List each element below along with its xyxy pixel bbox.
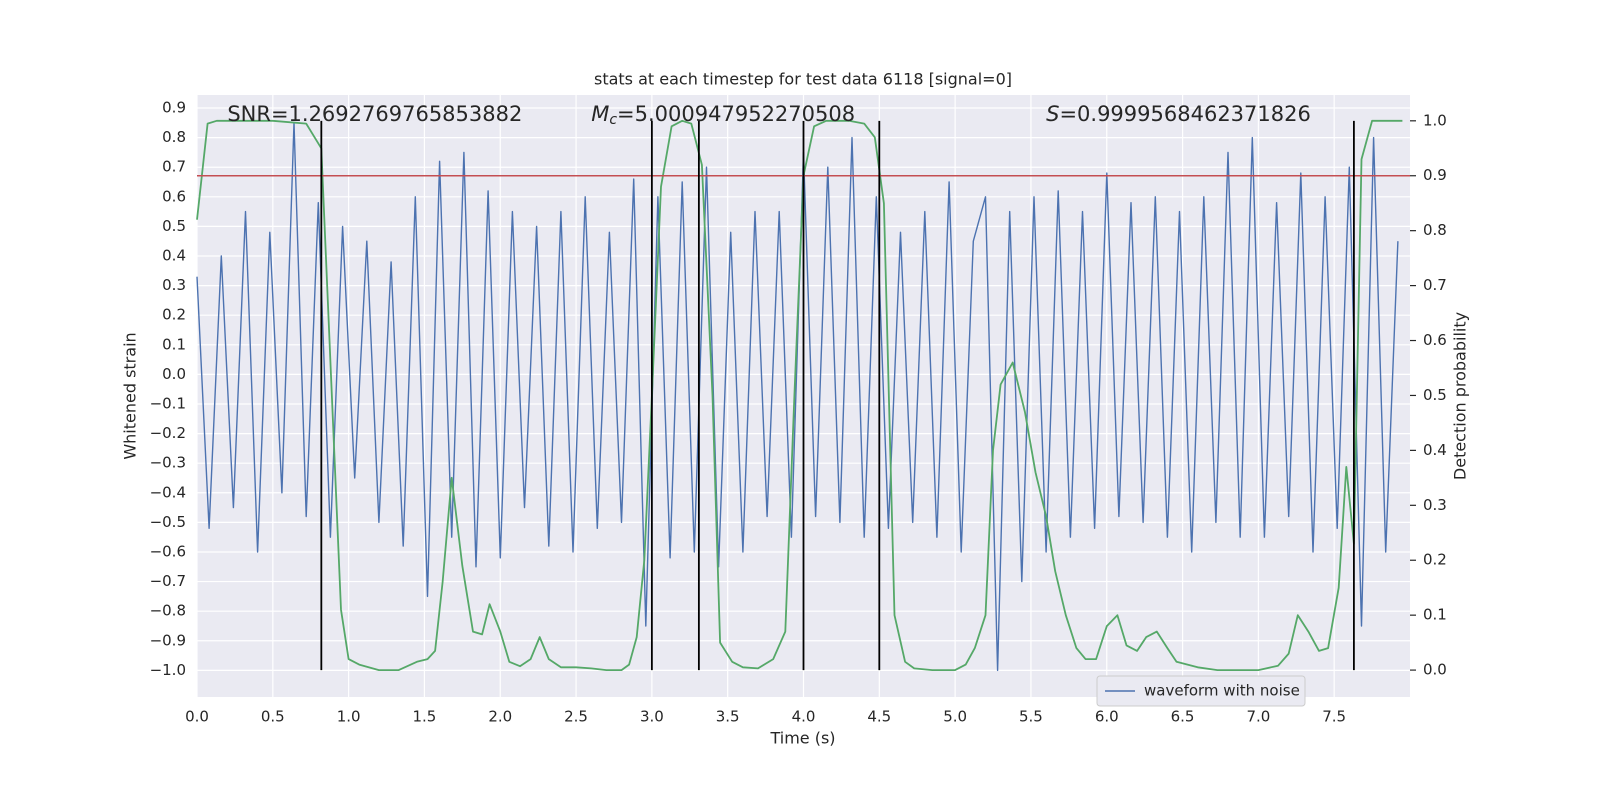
y2-tick-label: 0.0 — [1423, 661, 1447, 679]
y-tick-label: −0.8 — [150, 602, 186, 620]
series-line — [196, 122, 1399, 672]
annotation-symbol: S — [1046, 102, 1059, 126]
x-tick-label: 5.0 — [943, 708, 967, 726]
y2-tick-label: 0.8 — [1423, 221, 1447, 239]
chart-title: stats at each timestep for test data 611… — [594, 70, 1012, 89]
x-tick-label: 1.5 — [413, 708, 437, 726]
annotation: S=0.9999568462371826 — [1046, 102, 1311, 126]
y-tick-label: −0.3 — [150, 454, 186, 472]
x-tick-label: 1.0 — [337, 708, 361, 726]
y-tick-label: 0.8 — [162, 128, 186, 146]
x-tick-label: 2.5 — [564, 708, 588, 726]
legend-box — [1096, 675, 1306, 707]
y2-tick-label: 1.0 — [1423, 111, 1447, 129]
y-tick-label: 0.7 — [162, 158, 186, 176]
y2-tick-label: 0.6 — [1423, 331, 1447, 349]
x-tick-label: 6.5 — [1171, 708, 1195, 726]
x-tick-label: 6.0 — [1095, 708, 1119, 726]
y-tick-label: −1.0 — [150, 661, 186, 679]
y2-tick-label: 0.2 — [1423, 551, 1447, 569]
y2-tick-label: 0.1 — [1423, 606, 1447, 624]
x-tick-label: 0.5 — [261, 708, 285, 726]
y2-tick-label: 0.4 — [1423, 441, 1447, 459]
y-tick-label: −0.7 — [150, 572, 186, 590]
annotation: SNR=1.2692769765853882 — [227, 102, 522, 126]
series-line — [196, 119, 1403, 671]
y-tick-label: 0.4 — [162, 247, 186, 265]
x-tick-label: 4.0 — [792, 708, 816, 726]
annotation-text: =0.9999568462371826 — [1059, 102, 1310, 126]
annotation: Mc=5.000947952270508 — [591, 102, 855, 128]
y-tick-label: 0.9 — [162, 99, 186, 117]
x-tick-label: 3.5 — [716, 708, 740, 726]
y-tick-label: 0.0 — [162, 365, 186, 383]
labels: 0.0 0.5 1.0 1.5 2.0 2.5 3.0 3.5 4.0 4.5 5.0 5.5 6.0 6… — [150, 99, 1447, 726]
y-tick-label: −0.6 — [150, 542, 186, 560]
x-tick-label: 7.5 — [1322, 708, 1346, 726]
y-tick-label: 0.6 — [162, 187, 186, 205]
annotation-text: =5.000947952270508 — [617, 102, 855, 126]
y-axis-label: Whitened strain — [121, 332, 140, 459]
annotation-text: SNR=1.2692769765853882 — [227, 102, 522, 126]
y2-axis-label: Detection probability — [1451, 312, 1470, 480]
x-tick-label: 5.5 — [1019, 708, 1043, 726]
annotation-subscript: c — [609, 112, 617, 128]
annotation-symbol: M — [591, 102, 609, 126]
y-tick-label: −0.1 — [150, 394, 186, 412]
x-tick-label: 4.5 — [867, 708, 891, 726]
y-tick-label: −0.5 — [150, 513, 186, 531]
x-tick-label: 7.0 — [1246, 708, 1270, 726]
x-tick-label: 3.0 — [640, 708, 664, 726]
y2-tick-label: 0.3 — [1423, 496, 1447, 514]
x-tick-label: 2.0 — [488, 708, 512, 726]
y-tick-label: 0.3 — [162, 276, 186, 294]
y-tick-label: −0.4 — [150, 483, 186, 501]
y-tick-label: −0.9 — [150, 631, 186, 649]
y-tick-label: 0.1 — [162, 335, 186, 353]
y2-tick-label: 0.7 — [1423, 276, 1447, 294]
y-tick-label: 0.2 — [162, 306, 186, 324]
y2-tick-label: 0.5 — [1423, 386, 1447, 404]
x-axis-label: Time (s) — [769, 729, 835, 748]
y-tick-label: 0.5 — [162, 217, 186, 235]
marks — [196, 119, 1416, 672]
legend-label: waveform with noise — [1144, 682, 1300, 700]
x-tick-label: 0.0 — [185, 708, 209, 726]
y-tick-label: −0.2 — [150, 424, 186, 442]
y2-tick-label: 0.9 — [1423, 166, 1447, 184]
